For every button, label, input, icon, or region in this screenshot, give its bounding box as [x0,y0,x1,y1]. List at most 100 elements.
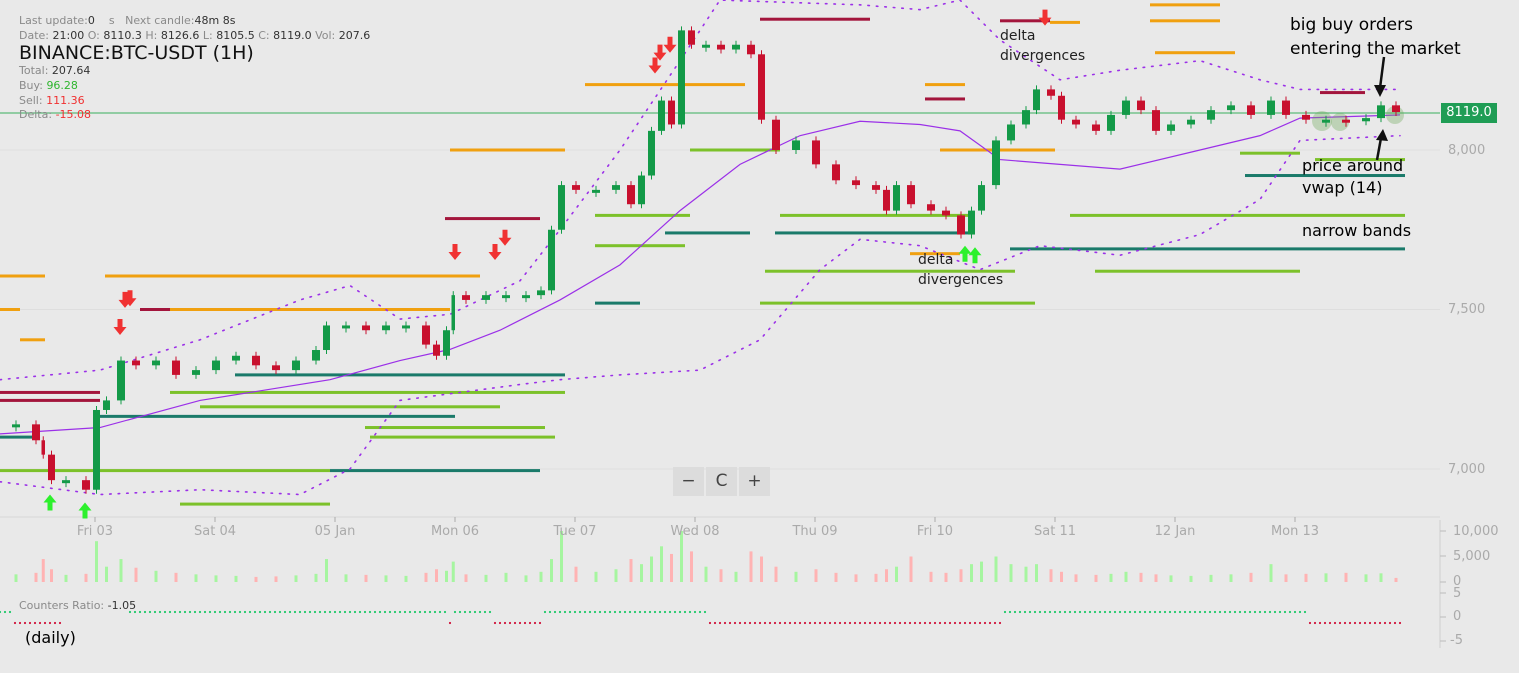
candle-down [1058,95,1065,120]
volume-bar [1154,574,1158,582]
volume-bar [524,575,528,582]
zoom-in-button[interactable]: + [739,467,770,496]
counter-dot [238,610,242,614]
volume-bar [464,574,468,582]
volume-bar [885,569,888,582]
candle-up [658,100,665,131]
sell-divergence-arrow-icon [653,44,667,61]
counter-dot [1278,610,1282,614]
candle-up [1377,105,1385,119]
counter-dot [703,610,707,614]
counter-dot [613,610,617,614]
counter-dot [293,610,297,614]
counter-dot [193,610,197,614]
volume-bar [560,531,563,582]
candle-down [747,44,755,55]
order-band-bid_teal [1010,247,1405,251]
volume-bar [690,551,693,582]
counter-dot [803,621,807,625]
x-tick-label: Sat 11 [1034,524,1076,539]
volume-bar [134,567,138,582]
candle-down [1302,114,1310,120]
counter-dot [748,621,752,625]
volume-bar [970,564,973,582]
volume-bar [640,564,643,582]
counter-dot [1123,610,1127,614]
volume-bar [874,573,878,582]
candle-down [812,140,820,165]
counter-dot [1033,610,1037,614]
candle-down [32,424,40,441]
counter-dot [1263,610,1267,614]
counter-dot [753,621,757,625]
counter-dot [893,621,897,625]
counter-dot [1318,621,1322,625]
counter-dot [558,610,562,614]
counter-dot [1188,610,1192,614]
counter-dot [1268,610,1272,614]
counter-dot [298,610,302,614]
candle-down [422,325,430,345]
counter-dot [838,621,842,625]
counter-dot [498,621,502,625]
volume-bar [1024,566,1028,582]
counter-dot [128,610,132,614]
candle-down [832,164,840,181]
candle-down [668,100,675,125]
volume-bar [895,566,898,582]
counter-dot [338,610,342,614]
reset-zoom-button[interactable]: C [706,467,737,496]
volume-bar [629,559,633,582]
order-band-ask_darkred [1000,19,1050,23]
candle-up [548,229,555,291]
candles [12,26,1400,494]
y-tick: 7,000 [1448,462,1486,477]
counter-dot [1283,610,1287,614]
counter-dot [608,610,612,614]
volume-bar [1189,575,1193,582]
candle-up [443,330,450,356]
candle-up [103,400,110,410]
counter-dot [1353,621,1357,625]
arrow-big-buy-head [1374,85,1386,97]
order-band-ask_orange [0,274,45,278]
counter-dot [1143,610,1147,614]
counter-dot [598,610,602,614]
volume-bar [539,571,543,582]
counter-dot [403,610,407,614]
volume-bar [959,569,963,582]
counter-dot [693,610,697,614]
counter-dot [918,621,922,625]
zoom-out-button[interactable]: − [673,467,704,496]
sell-divergence-arrow-icon [663,36,677,53]
counter-dot [1113,610,1117,614]
volume-bar [344,574,348,582]
counter-dot [583,610,587,614]
candle-up [638,175,645,205]
order-band-ask_darkred [140,308,170,311]
counter-dot [303,610,307,614]
candle-up [312,350,320,361]
candle-up [1007,124,1015,141]
order-band-bid_lightgreen [595,244,685,248]
counter-dot [578,610,582,614]
counter-dot [973,621,977,625]
counter-dot [1168,610,1172,614]
order-band-bid_teal [775,231,970,235]
counter-dot [718,621,722,625]
counter-dot [788,621,792,625]
candle-up [1022,110,1030,125]
counter-dot [1288,610,1292,614]
counter-dot [1363,621,1367,625]
candle-down [872,185,880,190]
counter-dot [723,621,727,625]
counter-dot [778,621,782,625]
volume-bar [14,574,18,582]
volume-bar [95,541,98,582]
counter-dot [413,610,417,614]
volume-bar [119,559,123,582]
candle-down [758,54,765,120]
counter-dot [138,610,142,614]
annotation-delta-divergences-bottom: delta divergences [918,252,1004,288]
